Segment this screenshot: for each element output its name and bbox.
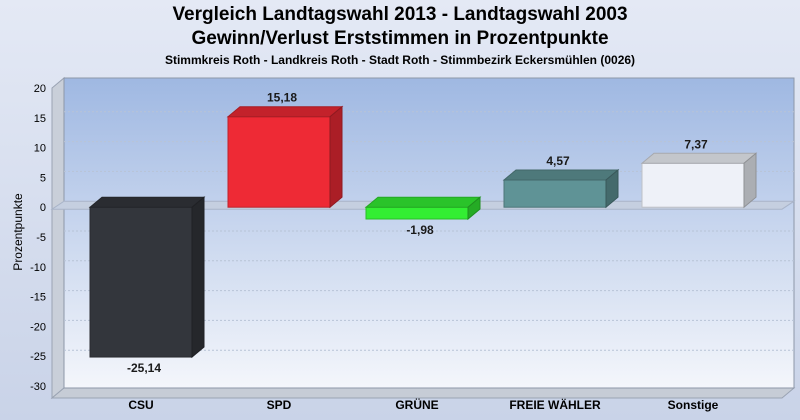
plot-side-wall [51, 76, 65, 400]
x-tick-label: FREIE WÄHLER [509, 397, 601, 412]
data-label: -1,98 [406, 223, 434, 237]
chart-subtitle-location: Stimmkreis Roth - Landkreis Roth - Stadt… [164, 53, 636, 67]
plot-floor [50, 387, 796, 399]
y-axis-label: Prozentpunkte [11, 193, 25, 271]
x-tick-label: GRÜNE [395, 397, 438, 412]
y-tick-label: -25 [30, 351, 46, 363]
bar-side [605, 168, 619, 209]
bar [640, 152, 758, 209]
x-tick-label: CSU [128, 398, 153, 412]
bar [502, 168, 620, 209]
y-tick-label: 20 [34, 83, 46, 95]
y-tick-label: -20 [30, 321, 46, 333]
bar-side [329, 105, 343, 209]
y-tick-label: -15 [30, 292, 46, 304]
bar-top [364, 196, 482, 208]
y-tick-label: 5 [40, 172, 46, 184]
y-tick-label: 15 [34, 113, 46, 125]
bar-top [88, 196, 206, 208]
bar-side [743, 152, 757, 209]
data-label: 7,37 [684, 137, 708, 151]
bar-top [226, 106, 344, 118]
bar-front [641, 162, 745, 208]
bar-front [503, 179, 607, 208]
chart-subtitle: Gewinn/Verlust Erststimmen in Prozentpun… [191, 28, 609, 49]
y-tick-label: -30 [30, 381, 46, 393]
bar-side [191, 196, 205, 359]
bar [226, 105, 344, 209]
bar-front [227, 116, 331, 208]
chart-title: Vergleich Landtagswahl 2013 - Landtagswa… [172, 4, 628, 25]
bar-front [365, 206, 469, 220]
bar-side [467, 196, 481, 221]
y-tick-label: -5 [36, 232, 46, 244]
y-tick-label: -10 [30, 262, 46, 274]
y-tick-label: 10 [34, 143, 46, 155]
bar [364, 196, 482, 221]
x-tick-label: Sonstige [668, 398, 719, 412]
bar [88, 196, 206, 359]
y-tick-label: 0 [40, 202, 46, 214]
data-label: 15,18 [267, 91, 297, 105]
data-label: 4,57 [546, 154, 570, 168]
x-tick-label: SPD [267, 398, 292, 412]
bar-top [640, 152, 758, 164]
data-label: -25,14 [127, 361, 161, 375]
bar-top [502, 169, 620, 181]
bar-front [89, 206, 193, 358]
